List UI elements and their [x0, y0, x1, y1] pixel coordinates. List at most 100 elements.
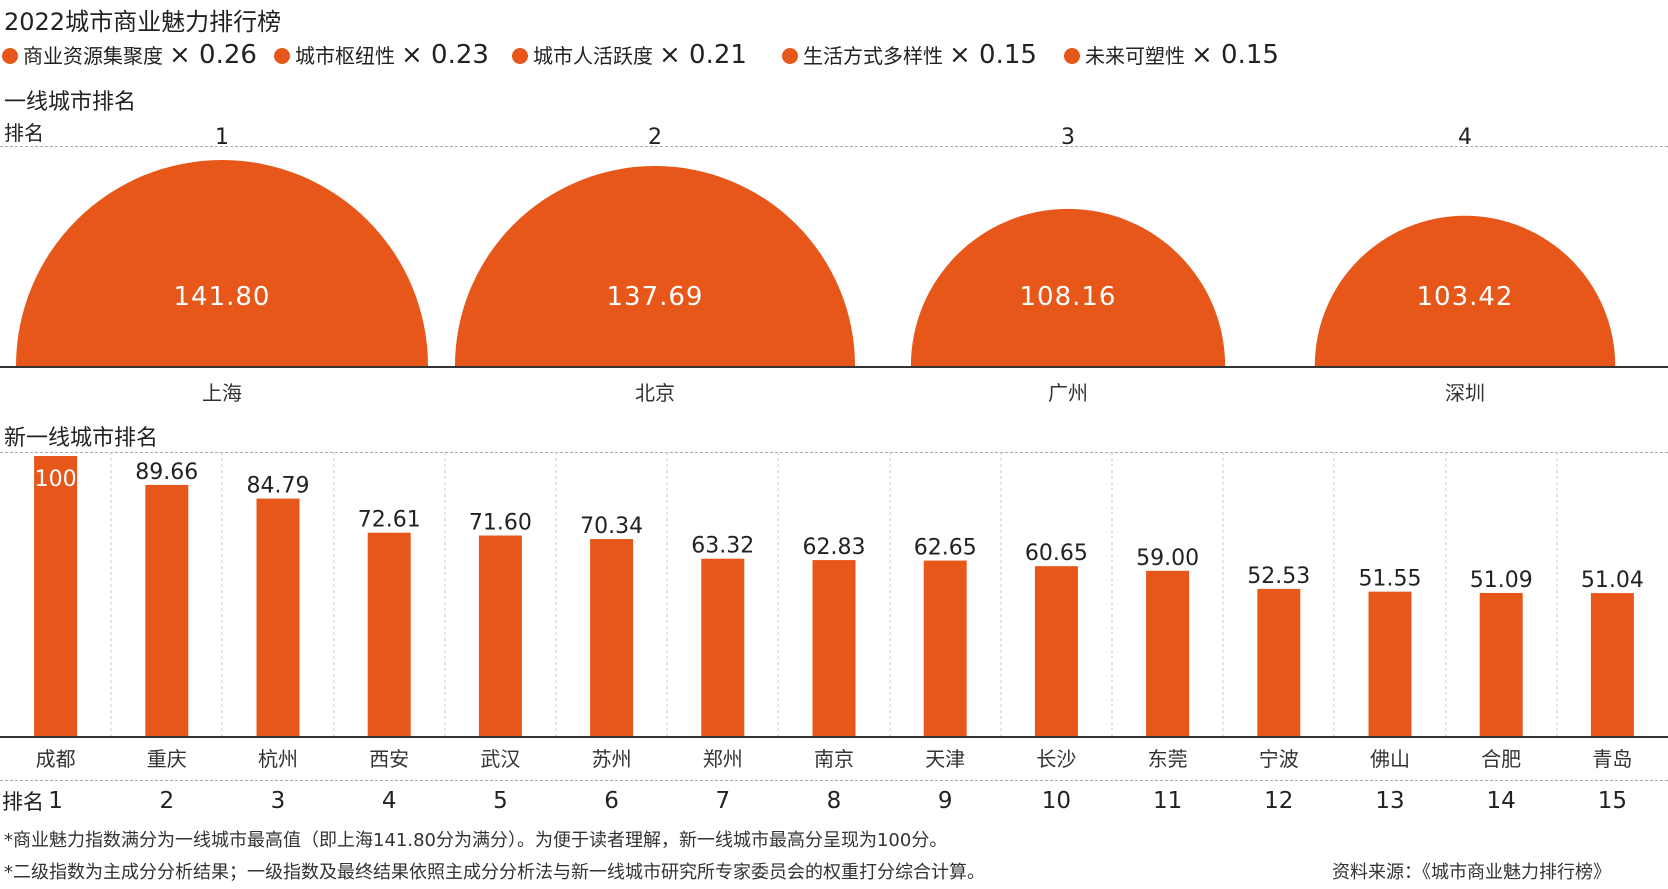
tier2-bar-1	[34, 456, 78, 736]
tier2-city-label: 宁波	[1259, 747, 1299, 771]
tier2-bar-13	[1368, 591, 1412, 736]
legend-item: 商业资源集聚度 × 0.26	[2, 40, 257, 70]
legend-label: 城市枢纽性	[295, 44, 395, 68]
tier2-bar-2	[145, 484, 189, 736]
tier2-top-divider	[0, 452, 1668, 453]
tier2-value-label: 71.60	[469, 511, 532, 536]
tier1-chart: 141.80 1 上海 137.69 2 北京 108.16 3 广州 103.42 4 深圳	[16, 125, 1616, 405]
tier2-value-label: 62.83	[803, 535, 866, 560]
footnote-1: *商业魅力指数满分为一线城市最高值（即上海141.80分为满分）。为便于读者理解…	[4, 830, 948, 851]
legend-label: 生活方式多样性	[803, 44, 943, 68]
legend-weight: × 0.21	[659, 40, 747, 70]
tier2-rank-number: 6	[604, 788, 619, 814]
tier1-city-label: 北京	[635, 381, 675, 405]
tier2-value-label: 100	[35, 467, 77, 492]
tier2-bar-12	[1257, 588, 1301, 736]
tier1-value-label: 103.42	[1417, 282, 1514, 312]
tier2-bar-5	[478, 535, 522, 736]
tier1-city-label: 上海	[202, 381, 242, 405]
tier2-rank-number: 5	[493, 788, 508, 814]
tier1-semicircle-1	[16, 160, 428, 366]
tier2-value-label: 84.79	[247, 474, 310, 499]
tier2-rank-number: 14	[1487, 788, 1516, 814]
tier2-city-label: 佛山	[1370, 747, 1410, 771]
tier2-value-label: 51.04	[1581, 568, 1644, 593]
tier2-bar-4	[367, 532, 411, 736]
tier2-city-label: 青岛	[1592, 747, 1632, 771]
tier2-rank-number: 3	[271, 788, 286, 814]
tier2-bar-6	[590, 539, 634, 736]
legend-dot-icon	[782, 48, 798, 64]
tier1-semicircle-3	[910, 208, 1226, 366]
tier2-city-label: 武汉	[480, 747, 520, 771]
tier2-rank-number: 10	[1042, 788, 1071, 814]
tier2-rank-divider	[0, 780, 1668, 781]
legend-weight: × 0.15	[1191, 40, 1279, 70]
tier2-bar-10	[1034, 566, 1078, 736]
tier2-bar-3	[256, 498, 300, 736]
tier1-rank-number: 1	[215, 125, 229, 150]
source-note: 资料来源：《城市商业魅力排行榜》	[1332, 862, 1611, 883]
tier1-rank-number: 3	[1061, 125, 1075, 150]
legend-weight: × 0.26	[169, 40, 257, 70]
tier2-rank-number: 12	[1264, 788, 1293, 814]
tier1-value-label: 141.80	[174, 282, 271, 312]
chart-title: 2022城市商业魅力排行榜	[4, 8, 282, 36]
tier1-baseline	[0, 366, 1668, 368]
tier2-value-label: 63.32	[691, 534, 754, 559]
tier2-value-label: 60.65	[1025, 541, 1088, 566]
tier2-rank-number: 1	[48, 788, 63, 814]
tier2-rank-number: 9	[938, 788, 953, 814]
tier2-value-label: 72.61	[358, 508, 421, 533]
tier2-chart: 100 成都 1 89.66 重庆 2 84.79 杭州 3 72.61 西安 4 71.60 武汉 5 70…	[34, 452, 1644, 814]
tier2-rank-number: 13	[1375, 788, 1404, 814]
tier1-semicircle-2	[454, 165, 856, 366]
tier2-city-label: 重庆	[147, 747, 187, 771]
legend-item: 未来可塑性 × 0.15	[1064, 40, 1279, 70]
legend-weight: × 0.15	[949, 40, 1037, 70]
tier2-baseline	[0, 736, 1668, 738]
tier2-rank-number: 2	[159, 788, 174, 814]
tier2-value-label: 52.53	[1247, 564, 1310, 589]
tier2-rank-number: 8	[827, 788, 842, 814]
legend-label: 未来可塑性	[1085, 44, 1185, 68]
tier2-city-label: 合肥	[1481, 747, 1521, 771]
tier2-city-label: 苏州	[592, 747, 632, 771]
tier2-value-label: 59.00	[1136, 546, 1199, 571]
legend: 商业资源集聚度 × 0.26 城市枢纽性 × 0.23 城市人活跃度 × 0.21 生…	[0, 40, 1668, 74]
tier2-value-label: 51.09	[1470, 568, 1533, 593]
tier2-value-label: 70.34	[580, 514, 643, 539]
tier1-top-divider	[0, 146, 1668, 147]
tier2-value-label: 62.65	[914, 536, 977, 561]
tier2-rank-number: 4	[382, 788, 397, 814]
legend-dot-icon	[2, 48, 18, 64]
tier2-city-label: 杭州	[258, 747, 298, 771]
tier2-city-label: 天津	[925, 747, 965, 771]
tier2-city-label: 西安	[369, 747, 409, 771]
legend-dot-icon	[512, 48, 528, 64]
tier2-city-label: 郑州	[703, 747, 743, 771]
tier1-value-label: 137.69	[607, 282, 704, 312]
tier2-rank-number: 7	[715, 788, 730, 814]
tier2-section-title: 新一线城市排名	[4, 426, 159, 451]
tier1-rank-number: 2	[648, 125, 662, 150]
legend-weight: × 0.23	[401, 40, 489, 70]
tier2-city-label: 东莞	[1148, 747, 1188, 771]
legend-item: 生活方式多样性 × 0.15	[782, 40, 1037, 70]
footnote-2: *二级指数为主成分分析结果；一级指数及最终结果依照主成分分析法与新一线城市研究所…	[4, 862, 985, 883]
tier2-rank-label: 排名	[2, 790, 44, 814]
tier1-rank-label: 排名	[4, 121, 44, 145]
tier1-value-label: 108.16	[1020, 282, 1117, 312]
tier2-bar-15	[1590, 593, 1634, 736]
tier2-rank-number: 11	[1153, 788, 1182, 814]
legend-item: 城市人活跃度 × 0.21	[512, 40, 747, 70]
legend-item: 城市枢纽性 × 0.23	[274, 40, 489, 70]
tier1-rank-number: 4	[1458, 125, 1472, 150]
tier1-city-label: 广州	[1048, 381, 1088, 405]
tier1-section-title: 一线城市排名	[4, 90, 137, 115]
tier2-value-label: 51.55	[1359, 567, 1422, 592]
tier2-rank-number: 15	[1598, 788, 1627, 814]
tier2-bar-14	[1479, 592, 1523, 736]
tier2-value-label: 89.66	[135, 460, 198, 485]
tier2-city-label: 长沙	[1036, 747, 1076, 771]
